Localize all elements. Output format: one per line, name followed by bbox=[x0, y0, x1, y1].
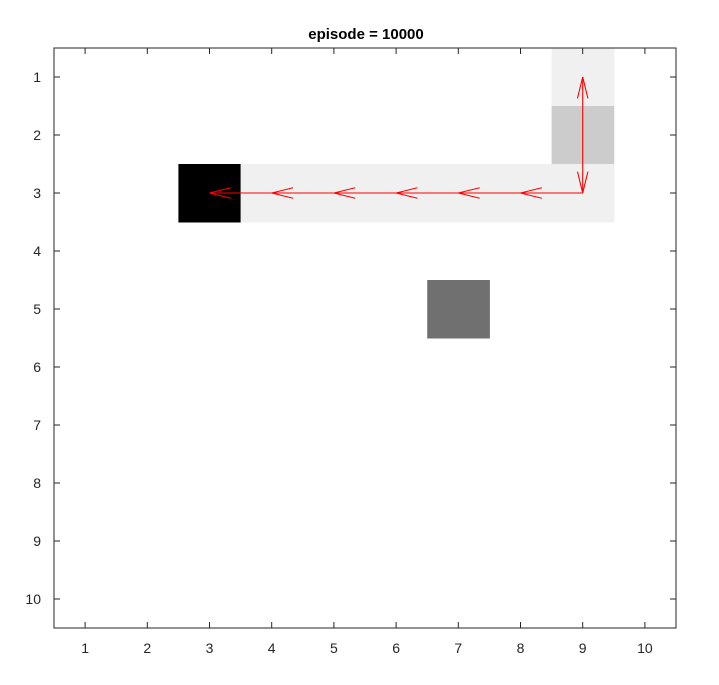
cell-obstacle-r5-c7 bbox=[427, 280, 490, 339]
x-tick-label-2: 2 bbox=[143, 640, 151, 656]
y-tick-label-3: 3 bbox=[33, 185, 41, 201]
y-tick-label-4: 4 bbox=[33, 243, 41, 259]
y-tick-label-7: 7 bbox=[33, 417, 41, 433]
policy-arrow-head bbox=[576, 76, 589, 99]
policy-arrow-0 bbox=[576, 76, 589, 135]
x-tick-label-7: 7 bbox=[454, 640, 462, 656]
x-tick-label-8: 8 bbox=[517, 640, 525, 656]
chart-title: episode = 10000 bbox=[308, 26, 424, 43]
x-tick-label-3: 3 bbox=[206, 640, 214, 656]
axes-box bbox=[53, 47, 677, 629]
y-tick-label-8: 8 bbox=[33, 475, 41, 491]
y-tick-label-10: 10 bbox=[25, 591, 41, 607]
x-tick-label-4: 4 bbox=[268, 640, 276, 656]
policy-arrow-7 bbox=[209, 187, 272, 199]
y-tick-label-2: 2 bbox=[33, 127, 41, 143]
y-tick-label-1: 1 bbox=[33, 69, 41, 85]
x-tick-label-6: 6 bbox=[392, 640, 400, 656]
arrows-layer bbox=[209, 76, 589, 199]
x-tick-label-1: 1 bbox=[81, 640, 89, 656]
policy-arrow-head bbox=[209, 187, 232, 199]
y-tick-label-6: 6 bbox=[33, 359, 41, 375]
axes-layer: 1 2 3 4 5 6 7 8 9 10 1 2 3 4 5 6 7 8 9 10 bbox=[25, 47, 677, 656]
x-tick-label-5: 5 bbox=[330, 640, 338, 656]
x-tick-label-9: 9 bbox=[579, 640, 587, 656]
x-tick-label-10: 10 bbox=[637, 640, 653, 656]
y-tick-label-9: 9 bbox=[33, 533, 41, 549]
y-tick-label-5: 5 bbox=[33, 301, 41, 317]
